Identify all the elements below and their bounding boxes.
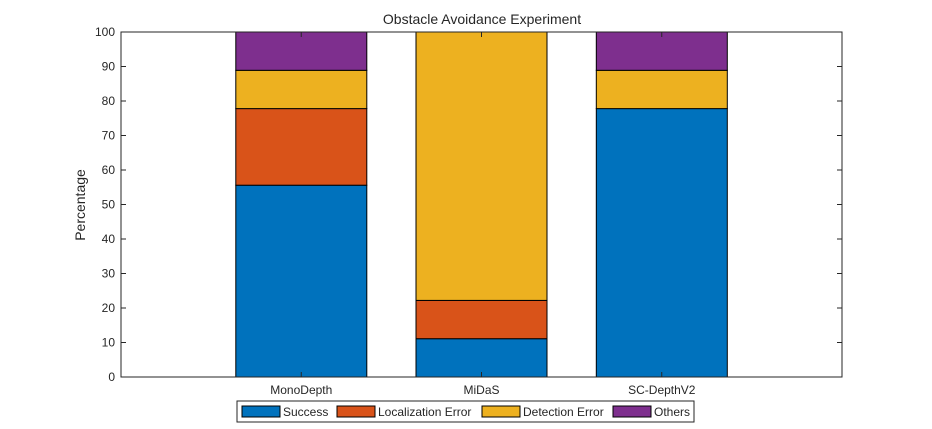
axes-frame: [120, 31, 843, 378]
legend-swatch-localization-error: [336, 405, 376, 418]
legend: Success Localization Error Detection Error…: [236, 400, 695, 423]
y-tick-label: 10: [102, 336, 116, 350]
legend-swatch-others: [612, 405, 652, 418]
y-tick-label: 100: [95, 25, 115, 39]
y-tick-label: 70: [102, 129, 116, 143]
bar-segment-midas-success: [415, 338, 548, 378]
legend-swatch-success: [241, 405, 281, 418]
legend-label-success: Success: [283, 405, 328, 419]
legend-label-localization-error: Localization Error: [378, 405, 471, 419]
y-tick-label: 20: [102, 301, 116, 315]
bar-segment-sc-depthv2-success: [595, 108, 728, 378]
legend-label-detection-error: Detection Error: [523, 405, 604, 419]
y-axis-label: Percentage: [72, 169, 88, 241]
y-tick-label: 90: [102, 60, 116, 74]
bar-segment-sc-depthv2-others: [595, 31, 728, 71]
bar-segment-midas-localization-error: [415, 299, 548, 340]
x-tick-label: MiDaS: [463, 383, 499, 397]
plot-area: MonoDepth MiDaS SC-DepthV2 0 10 20 30 40 50 60 70 8…: [95, 25, 843, 397]
legend-label-others: Others: [654, 405, 690, 419]
bar-segment-monodepth-localization-error: [235, 108, 368, 186]
y-tick-label: 60: [102, 163, 116, 177]
bar-segment-monodepth-detection-error: [235, 69, 368, 110]
x-tick-label: SC-DepthV2: [628, 383, 696, 397]
x-tick-label: MonoDepth: [270, 383, 332, 397]
bar-segment-monodepth-others: [235, 31, 368, 71]
bar-segment-monodepth-success: [235, 184, 368, 378]
chart-title: Obstacle Avoidance Experiment: [383, 11, 581, 27]
y-tick-label: 80: [102, 94, 116, 108]
y-tick-label: 0: [108, 370, 115, 384]
bar-segment-sc-depthv2-detection-error: [595, 69, 728, 110]
bar-segment-midas-detection-error: [415, 31, 548, 301]
y-tick-label: 50: [102, 198, 116, 212]
y-tick-label: 40: [102, 232, 116, 246]
legend-swatch-detection-error: [481, 405, 521, 418]
y-tick-label: 30: [102, 267, 116, 281]
